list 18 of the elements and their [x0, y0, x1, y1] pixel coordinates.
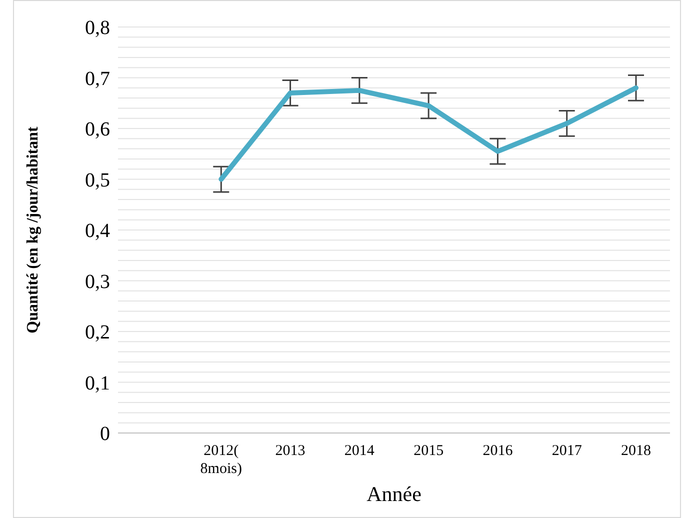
x-tick-label: 2018: [621, 443, 651, 459]
x-tick-label: 2016: [482, 443, 514, 459]
x-tick-label: 2014: [344, 443, 375, 459]
y-tick-label: 0,5: [85, 169, 110, 192]
y-tick-label: 0,8: [85, 17, 110, 40]
x-tick-label: 2015: [414, 443, 444, 459]
x-tick-label: 2012( 8mois): [200, 443, 242, 477]
x-tick-label: 2013: [275, 443, 306, 459]
x-axis-title: Année: [366, 482, 422, 506]
y-tick-label: 0,2: [85, 322, 110, 344]
y-tick-label: 0,7: [85, 68, 110, 90]
y-tick-label: 0,4: [85, 220, 110, 242]
y-tick-label: 0,3: [85, 270, 110, 293]
y-axis-title: Quantité (en kg /jour/habitant: [24, 126, 42, 334]
y-tick-label: 0,6: [85, 118, 110, 141]
x-tick-label: 2017: [552, 443, 582, 459]
y-tick-label: 0: [100, 423, 110, 446]
y-tick-label: 0,1: [85, 372, 110, 394]
